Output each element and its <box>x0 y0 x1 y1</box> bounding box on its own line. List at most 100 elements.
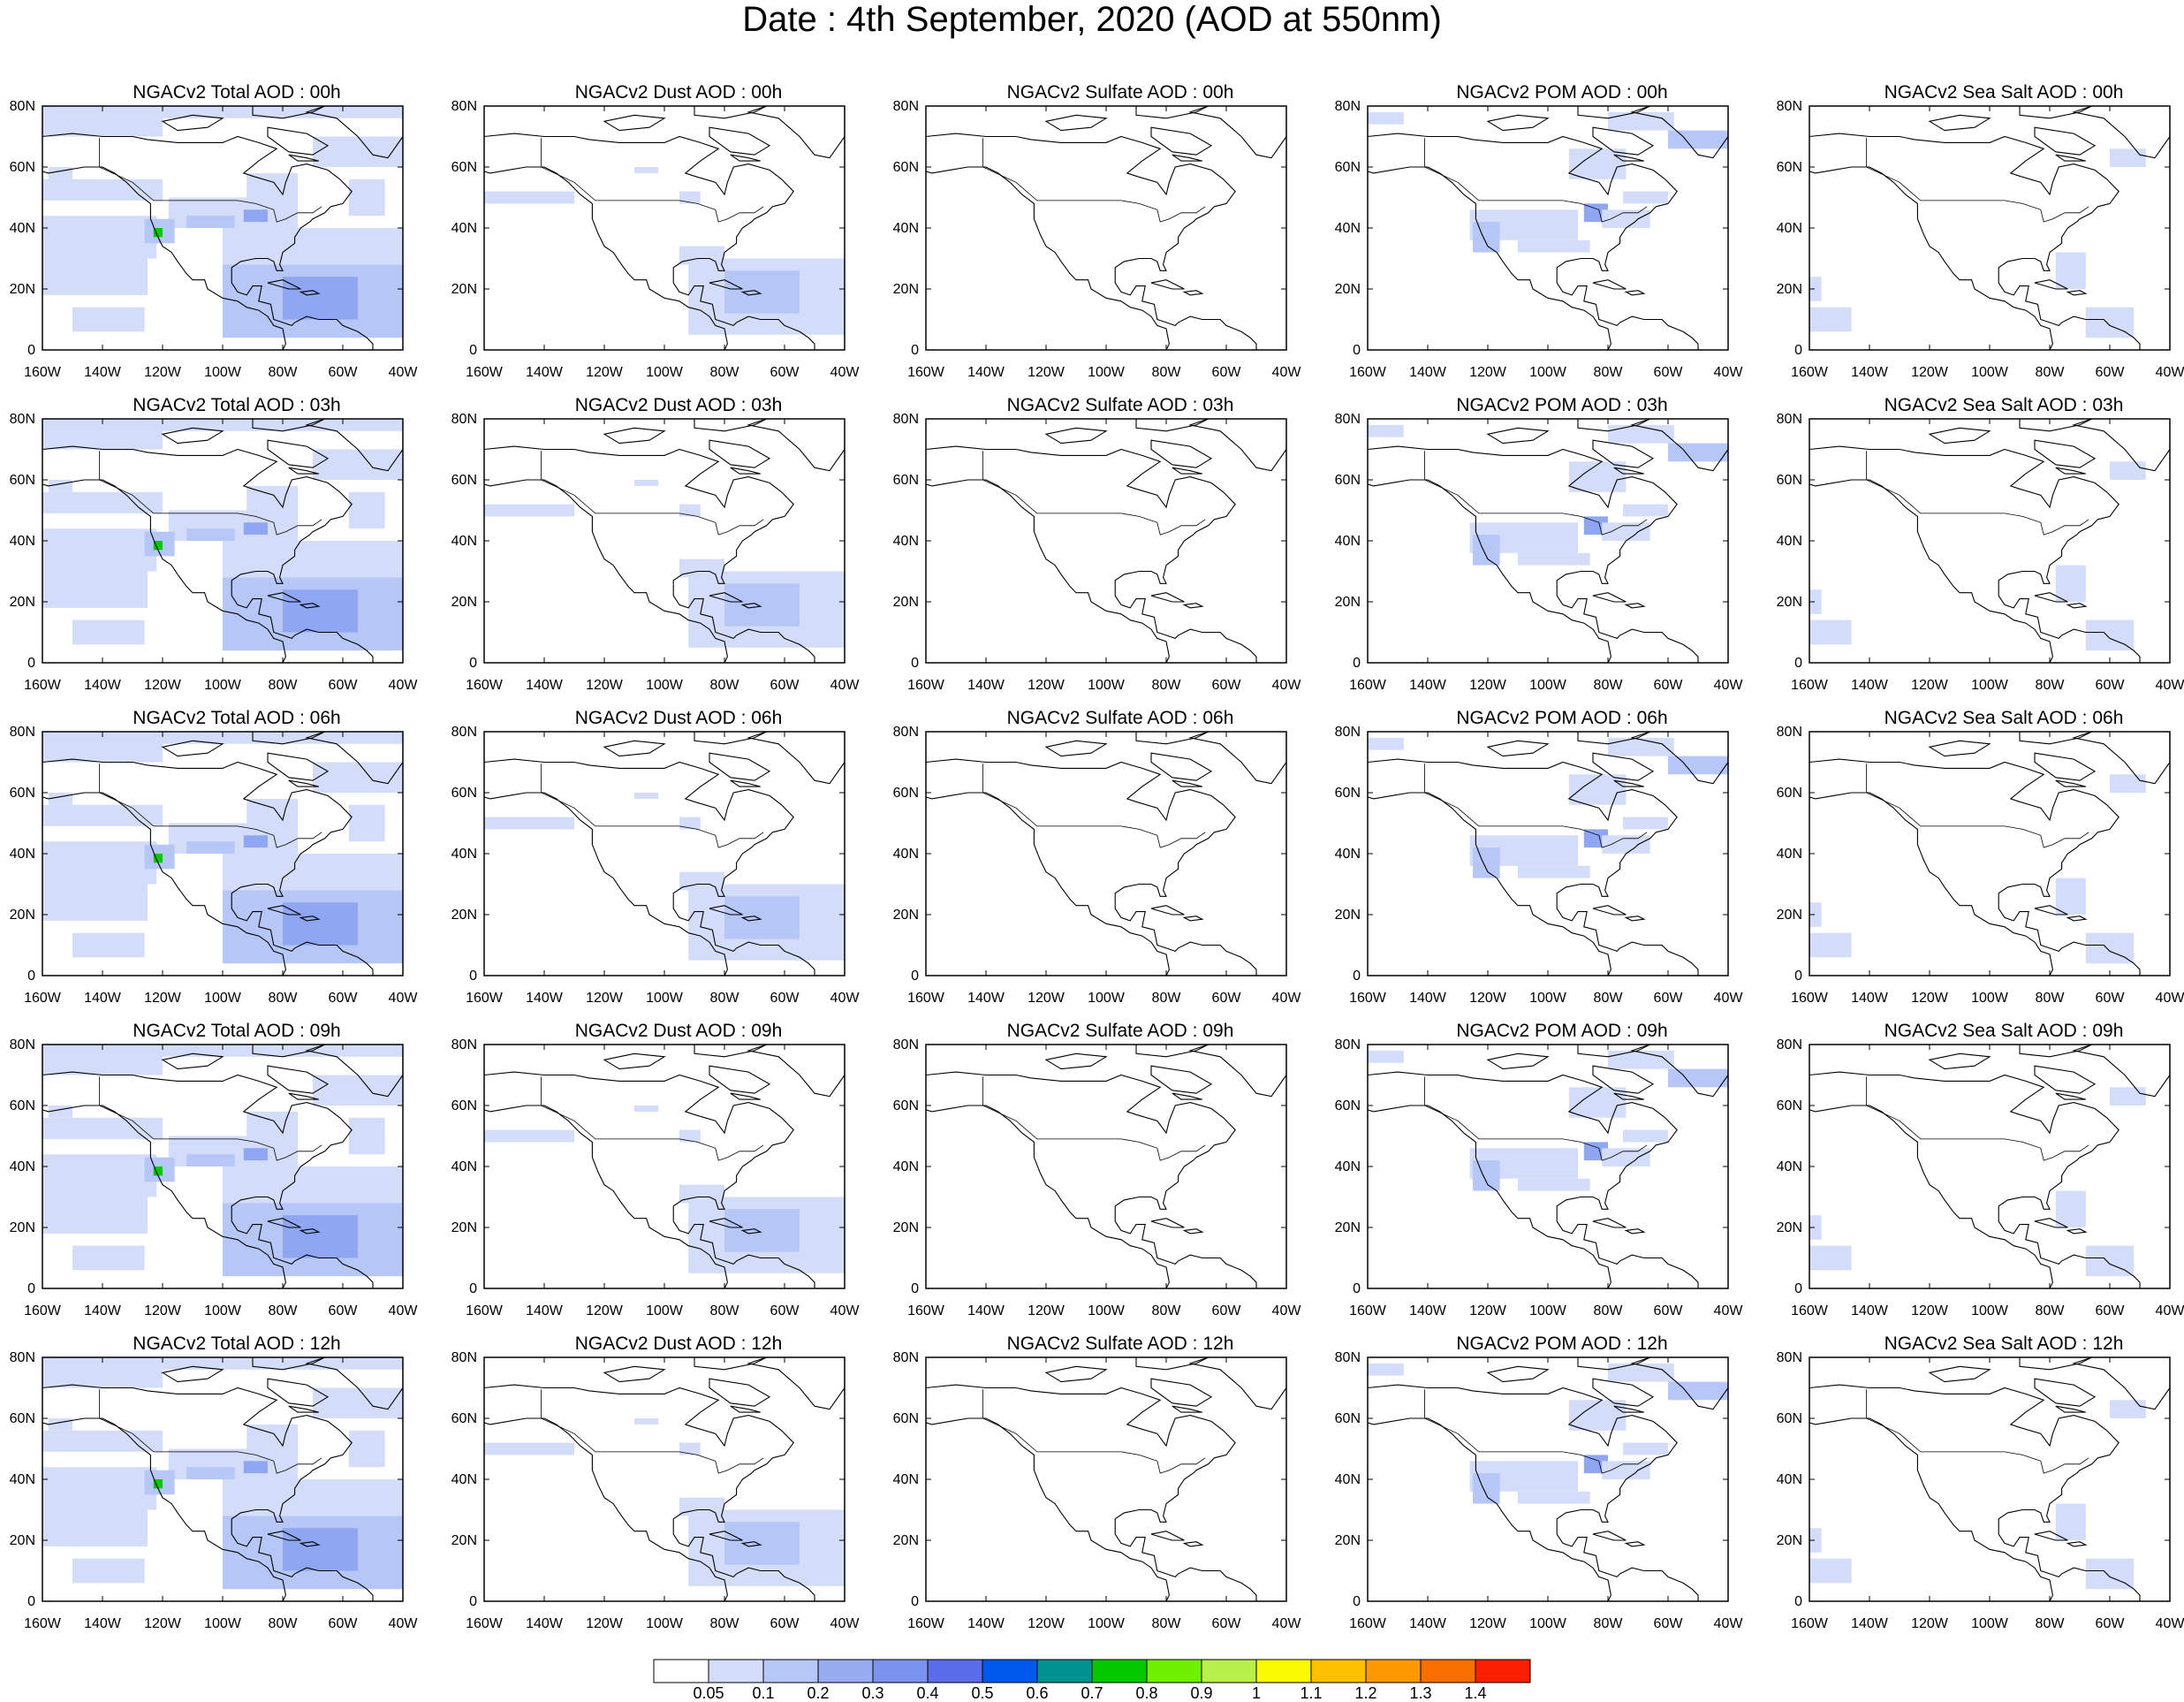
lat-tick-label: 0 <box>1794 343 1802 358</box>
colorbar-label: 0.7 <box>1081 1684 1103 1702</box>
lat-tick-label: 40N <box>1335 221 1361 236</box>
lon-tick-label: 100W <box>204 991 242 1006</box>
lat-tick-label: 0 <box>1794 1281 1802 1296</box>
greenland-outline <box>1188 1045 1286 1098</box>
lat-tick-label: 40N <box>893 1472 919 1487</box>
lon-tick-label: 160W <box>1349 678 1387 693</box>
arctic-island-outline <box>1150 752 1213 781</box>
lon-tick-label: 160W <box>1791 1303 1829 1318</box>
aerosol-field <box>42 1357 403 1601</box>
lon-tick-label: 40W <box>389 678 419 693</box>
aod-shading <box>153 854 163 863</box>
aerosol-field <box>926 732 1286 976</box>
country-border <box>99 1389 322 1474</box>
lon-tick-label: 60W <box>1654 678 1684 693</box>
lon-tick-label: 120W <box>1028 1616 1065 1631</box>
aod-shading <box>1568 461 1627 492</box>
aod-shading <box>243 835 268 848</box>
arctic-island-outline <box>1172 779 1202 787</box>
panel-title: NGACv2 Total AOD : 06h <box>133 708 341 728</box>
lat-tick-label: 40N <box>893 847 919 862</box>
aod-shading <box>2055 1503 2086 1540</box>
map-panel: 160W 140W 120W 100W 80W 60W 40W 0 20N 40N 60N 80N NG… <box>10 1333 466 1645</box>
hispaniola-outline <box>740 290 762 296</box>
cuba-outline <box>267 592 301 603</box>
lon-tick-label: 100W <box>646 365 684 380</box>
lon-tick-label: 120W <box>586 1616 624 1631</box>
east-coastline <box>484 133 815 350</box>
lon-tick-label: 60W <box>329 365 359 380</box>
aerosol-field <box>484 1045 845 1288</box>
arctic-island-outline <box>1928 1365 1991 1383</box>
aod-shading <box>679 871 724 891</box>
arctic-island-outline <box>1150 1378 1213 1407</box>
aod-shading <box>1602 835 1650 854</box>
arctic-island-outline <box>1577 106 1651 119</box>
lat-tick-label: 80N <box>10 1350 35 1365</box>
aod-shading <box>1368 111 1404 125</box>
arctic-island-outline <box>1172 154 1202 162</box>
country-border <box>99 451 322 536</box>
lat-tick-label: 80N <box>893 1037 919 1052</box>
country-border <box>982 1076 1206 1161</box>
arctic-island-outline <box>694 1357 768 1371</box>
panel-title: NGACv2 Sulfate AOD : 09h <box>1006 1021 1234 1041</box>
lon-tick-label: 120W <box>1469 1303 1507 1318</box>
colorbar-label: 0.3 <box>861 1684 883 1702</box>
arctic-island-outline <box>730 154 761 162</box>
lon-tick-label: 140W <box>84 365 122 380</box>
panel-title: NGACv2 Sea Salt AOD : 03h <box>1884 395 2124 415</box>
aerosol-field <box>42 106 403 350</box>
lon-tick-label: 60W <box>1654 991 1684 1006</box>
lat-tick-label: 60N <box>451 473 477 488</box>
lon-tick-label: 120W <box>1028 678 1065 693</box>
lon-tick-label: 40W <box>830 678 861 693</box>
arctic-island-outline <box>252 1357 326 1371</box>
lat-tick-label: 40N <box>10 1472 35 1487</box>
east-coastline <box>484 1071 815 1288</box>
arctic-island-outline <box>2019 1357 2093 1371</box>
lat-tick-label: 80N <box>1335 412 1361 427</box>
lon-tick-label: 60W <box>1654 1616 1684 1631</box>
lat-tick-label: 60N <box>1777 1411 1802 1426</box>
east-coastline <box>926 445 1257 663</box>
aod-shading <box>223 228 403 265</box>
aod-shading <box>2055 1190 2086 1227</box>
hispaniola-outline <box>299 1541 321 1547</box>
lon-tick-label: 140W <box>1409 1616 1447 1631</box>
east-coastline <box>1809 1384 2141 1601</box>
arctic-island-outline <box>1172 467 1202 475</box>
arctic-island-outline <box>1172 1092 1202 1100</box>
east-coastline <box>42 1384 374 1601</box>
arctic-island-outline <box>2034 752 2097 781</box>
cuba-outline <box>267 905 301 916</box>
aod-shading <box>1568 774 1627 805</box>
lon-tick-label: 120W <box>1911 1616 1949 1631</box>
lat-tick-label: 20N <box>893 908 919 923</box>
west-coastline <box>926 792 1170 976</box>
lon-tick-label: 40W <box>830 1303 861 1318</box>
lon-tick-label: 100W <box>204 678 242 693</box>
hispaniola-outline <box>740 603 762 609</box>
arctic-island-outline <box>288 467 319 475</box>
lat-tick-label: 40N <box>10 1159 35 1174</box>
map-plot: 160W 140W 120W 100W 80W 60W 40W 0 20N 40N 60N 80N <box>10 1350 419 1631</box>
lat-tick-label: 0 <box>1353 343 1361 358</box>
aod-shading <box>634 793 659 799</box>
lat-tick-label: 20N <box>893 595 919 610</box>
lon-tick-label: 80W <box>269 1303 299 1318</box>
lat-tick-label: 60N <box>10 160 35 175</box>
map-plot: 160W 140W 120W 100W 80W 60W 40W 0 20N 40N 60N 80N <box>893 1350 1302 1631</box>
lon-tick-label: 120W <box>1469 678 1507 693</box>
colorbar-swatch <box>872 1659 929 1683</box>
east-coastline <box>1368 133 1699 350</box>
aod-shading <box>313 762 403 793</box>
arctic-island-outline <box>252 106 326 119</box>
aod-shading <box>1668 1068 1728 1088</box>
lat-tick-label: 60N <box>1777 1098 1802 1113</box>
cuba-outline <box>1592 905 1627 916</box>
aod-shading <box>42 1430 163 1452</box>
arctic-island-outline <box>1044 1052 1108 1070</box>
lon-tick-label: 100W <box>1529 1616 1567 1631</box>
lat-tick-label: 40N <box>451 1472 477 1487</box>
